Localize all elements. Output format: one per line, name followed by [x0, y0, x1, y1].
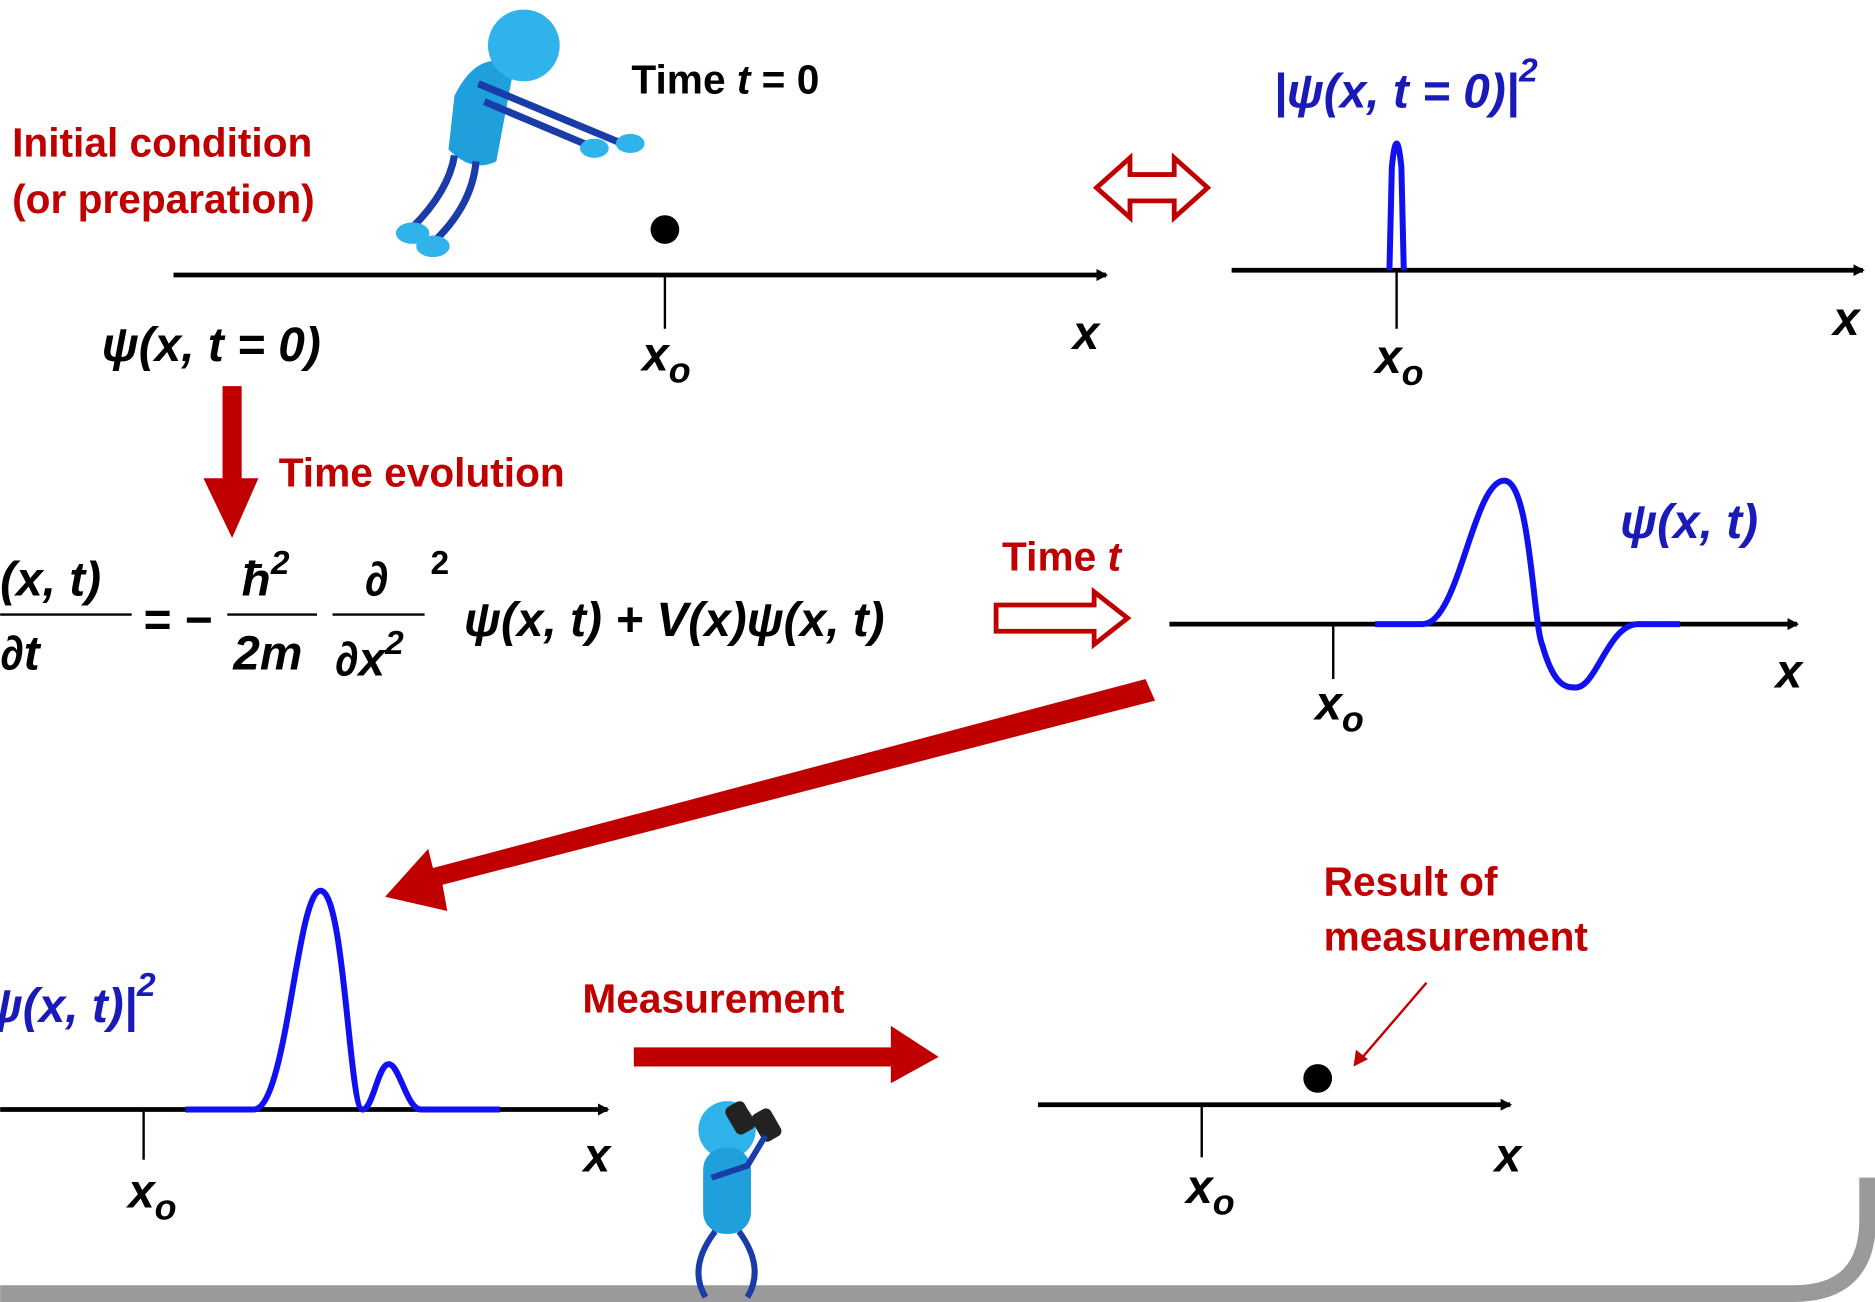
tick-label: xo — [639, 329, 691, 391]
measurement-label: Measurement — [582, 976, 844, 1022]
title: Initial condition — [12, 120, 312, 166]
diagonal-arrow — [385, 679, 1156, 912]
text: ψ(x, t)| — [0, 980, 137, 1033]
tick-label: xo — [1372, 331, 1424, 393]
text: x — [1312, 678, 1344, 731]
text: 2 — [431, 545, 450, 582]
probability-t: ψ(x, t)|2 xo x — [0, 887, 613, 1228]
text: ∂x — [335, 634, 388, 687]
text: Time — [631, 56, 725, 102]
shape — [487, 9, 560, 82]
prob-label: ψ(x, t)|2 — [0, 967, 156, 1033]
text: (x, t) — [0, 553, 101, 606]
text: = − — [144, 594, 213, 647]
shape — [710, 1134, 768, 1181]
axis-label: x — [1492, 1130, 1524, 1183]
text: 2 — [1518, 52, 1538, 89]
shape — [751, 1108, 782, 1142]
shape — [395, 222, 430, 244]
down-arrow — [203, 386, 259, 539]
shape — [448, 60, 515, 166]
spike — [1386, 140, 1407, 271]
density — [185, 887, 500, 1113]
text: x — [1183, 1161, 1215, 1214]
shape — [580, 138, 609, 158]
frame — [0, 1177, 1875, 1302]
text: x — [639, 329, 671, 382]
equivalence-arrow — [1092, 152, 1212, 223]
shape — [615, 133, 645, 154]
prob-label: |ψ(x, t = 0)|2 — [1273, 52, 1538, 118]
evolution: Time evolution (x, t) ∂t = − ħ2 2m ∂ ∂x2… — [0, 386, 885, 687]
text: 2m — [232, 628, 302, 681]
text: ∂t — [0, 628, 42, 681]
shape — [477, 80, 624, 153]
text: ∂ — [365, 553, 389, 606]
title: (or preparation) — [12, 176, 315, 222]
text: x — [1372, 331, 1404, 384]
wavefunction-t: Time t xo x ψ(x, t) — [993, 477, 1805, 740]
evolution-label: Time evolution — [279, 450, 565, 496]
particle — [1303, 1064, 1333, 1093]
text: o — [1342, 700, 1364, 740]
shape — [410, 154, 480, 242]
shape — [416, 235, 450, 258]
text: Time — [1002, 533, 1096, 579]
shape — [703, 1147, 751, 1234]
measurement: Measurement — [582, 976, 939, 1299]
outline-arrow — [993, 586, 1132, 650]
text: ψ(x, t) + V(x)ψ(x, t) — [464, 594, 885, 647]
shape — [695, 1229, 758, 1299]
psi-label: ψ(x, t = 0) — [102, 319, 321, 372]
text: o — [1402, 353, 1424, 393]
shape — [725, 1101, 756, 1135]
wave — [1375, 477, 1680, 691]
text: o — [155, 1188, 177, 1228]
pointer — [1359, 981, 1428, 1061]
text: x — [125, 1166, 157, 1219]
equation: (x, t) ∂t = − ħ2 2m ∂ ∂x2 2 ψ(x, t) + V(… — [0, 545, 884, 687]
text: = 0 — [762, 56, 820, 102]
result-label: measurement — [1324, 913, 1589, 959]
text: t — [737, 56, 752, 102]
psi-label: ψ(x, t) — [1620, 496, 1758, 549]
particle — [650, 215, 680, 244]
text: |ψ(x, t = 0)| — [1273, 66, 1519, 119]
initial-panel: Initial condition (or preparation) Time … — [12, 9, 1108, 391]
tick-label: xo — [1183, 1161, 1235, 1223]
observer-icon — [695, 1101, 782, 1299]
text: t — [1107, 533, 1122, 579]
time-label: Time t — [1002, 533, 1122, 579]
axis-label: x — [581, 1130, 613, 1183]
result: Result of measurement xo x — [1037, 858, 1589, 1223]
axis-label: x — [1773, 645, 1805, 698]
text: 2 — [384, 625, 404, 662]
text: ħ — [242, 553, 271, 606]
axis-label: x — [1070, 307, 1102, 360]
result-label: Result of — [1324, 858, 1498, 904]
shape: ∂x2 — [335, 625, 404, 687]
tick-label: xo — [1312, 678, 1364, 740]
right-arrow — [633, 1025, 939, 1084]
pointer-head — [1353, 1049, 1368, 1067]
time-label: Time t = 0 — [631, 56, 819, 102]
axis-label: x — [1830, 293, 1862, 346]
tick-label: xo — [125, 1166, 177, 1228]
text: 2 — [136, 967, 156, 1004]
pusher-icon — [395, 9, 645, 258]
text: o — [1213, 1183, 1235, 1223]
text: 2 — [270, 545, 290, 582]
probability-initial: |ψ(x, t = 0)|2 xo x — [1231, 52, 1865, 393]
text: o — [669, 351, 691, 391]
shape: ħ2 — [242, 545, 290, 607]
